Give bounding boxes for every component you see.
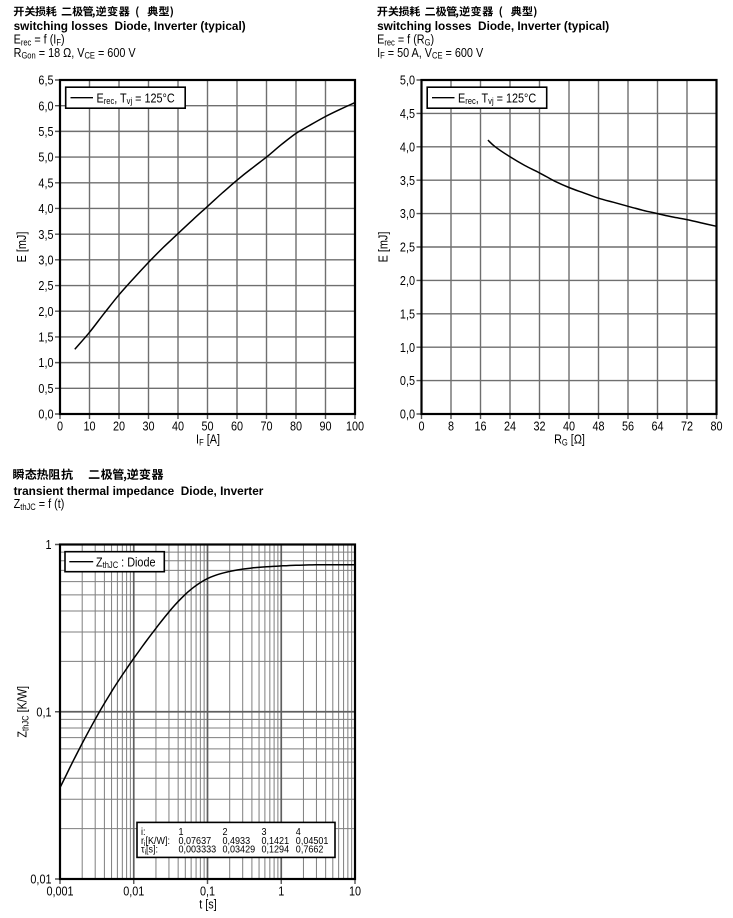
svg-text:50: 50 bbox=[201, 420, 213, 434]
svg-text:4,0: 4,0 bbox=[38, 202, 53, 216]
svg-text:0,01: 0,01 bbox=[123, 885, 144, 899]
svg-text:2,0: 2,0 bbox=[38, 305, 53, 319]
svg-text:3,0: 3,0 bbox=[38, 254, 53, 268]
svg-text:ZthJC = f (t): ZthJC = f (t) bbox=[14, 497, 65, 512]
svg-text:1: 1 bbox=[45, 538, 51, 552]
svg-text:ri[K/W]:: ri[K/W]: bbox=[141, 835, 170, 848]
svg-text:3,0: 3,0 bbox=[400, 207, 415, 221]
svg-text:5,0: 5,0 bbox=[400, 74, 415, 88]
svg-text:RGon = 18 Ω, VCE = 600 V: RGon = 18 Ω, VCE = 600 V bbox=[14, 46, 136, 61]
svg-text:1: 1 bbox=[278, 885, 284, 899]
svg-text:E [mJ]: E [mJ] bbox=[15, 232, 29, 263]
svg-text:2,5: 2,5 bbox=[38, 279, 53, 293]
svg-text:2,0: 2,0 bbox=[400, 274, 415, 288]
svg-text:56: 56 bbox=[622, 420, 634, 434]
svg-text:IF = 50 A, VCE = 600 V: IF = 50 A, VCE = 600 V bbox=[377, 46, 483, 61]
svg-text:4,5: 4,5 bbox=[400, 107, 415, 121]
svg-text:transient thermal impedance D: transient thermal impedance Diode, Inver… bbox=[14, 484, 264, 498]
svg-text:48: 48 bbox=[592, 420, 604, 434]
svg-text:0,1: 0,1 bbox=[200, 885, 215, 899]
svg-text:100: 100 bbox=[346, 420, 365, 434]
svg-text:0,5: 0,5 bbox=[400, 374, 415, 388]
svg-text:0,04501: 0,04501 bbox=[296, 835, 329, 847]
svg-text:32: 32 bbox=[533, 420, 545, 434]
svg-text:2,5: 2,5 bbox=[400, 241, 415, 255]
svg-text:0,4933: 0,4933 bbox=[223, 835, 251, 847]
svg-text:0,03429: 0,03429 bbox=[223, 844, 256, 856]
svg-text:1,5: 1,5 bbox=[38, 331, 53, 345]
svg-text:4: 4 bbox=[296, 826, 302, 838]
svg-text:0,1421: 0,1421 bbox=[262, 835, 290, 847]
svg-text:E [mJ]: E [mJ] bbox=[377, 232, 391, 263]
svg-text:0,1: 0,1 bbox=[36, 706, 51, 720]
svg-text:60: 60 bbox=[231, 420, 243, 434]
svg-text:1,0: 1,0 bbox=[38, 356, 53, 370]
svg-text:IF [A]: IF [A] bbox=[196, 433, 220, 448]
svg-text:τi[s]:: τi[s]: bbox=[141, 844, 158, 857]
svg-text:80: 80 bbox=[710, 420, 722, 434]
svg-text:3: 3 bbox=[262, 826, 268, 838]
svg-text:64: 64 bbox=[651, 420, 663, 434]
svg-text:40: 40 bbox=[563, 420, 575, 434]
svg-text:80: 80 bbox=[290, 420, 302, 434]
svg-text:10: 10 bbox=[349, 885, 361, 899]
svg-text:5,0: 5,0 bbox=[38, 151, 53, 165]
svg-text:5,5: 5,5 bbox=[38, 125, 53, 139]
svg-text:20: 20 bbox=[113, 420, 125, 434]
svg-text:0: 0 bbox=[57, 420, 63, 434]
svg-text:90: 90 bbox=[319, 420, 331, 434]
svg-text:0,01: 0,01 bbox=[30, 873, 51, 887]
svg-text:0,0: 0,0 bbox=[400, 408, 415, 422]
svg-text:RG [Ω]: RG [Ω] bbox=[554, 433, 585, 448]
svg-text:70: 70 bbox=[260, 420, 272, 434]
svg-text:i:: i: bbox=[141, 826, 146, 838]
svg-text:10: 10 bbox=[83, 420, 95, 434]
svg-text:0,7662: 0,7662 bbox=[296, 844, 324, 856]
svg-text:switching losses Diode, Inver: switching losses Diode, Inverter (typica… bbox=[14, 19, 246, 33]
svg-text:24: 24 bbox=[504, 420, 516, 434]
svg-text:0,003333: 0,003333 bbox=[179, 844, 217, 856]
svg-text:16: 16 bbox=[474, 420, 486, 434]
svg-text:0,0: 0,0 bbox=[38, 408, 53, 422]
svg-text:switching losses Diode, Inver: switching losses Diode, Inverter (typica… bbox=[377, 19, 609, 33]
svg-text:0,07637: 0,07637 bbox=[179, 835, 212, 847]
svg-text:4,5: 4,5 bbox=[38, 177, 53, 191]
svg-text:1,5: 1,5 bbox=[400, 308, 415, 322]
svg-text:0,1294: 0,1294 bbox=[262, 844, 290, 856]
svg-text:8: 8 bbox=[448, 420, 454, 434]
svg-text:ZthJC [K/W]: ZthJC [K/W] bbox=[16, 686, 31, 738]
svg-text:1,0: 1,0 bbox=[400, 341, 415, 355]
svg-text:Erec, Tvj = 125°C: Erec, Tvj = 125°C bbox=[97, 92, 176, 107]
svg-text:3,5: 3,5 bbox=[38, 228, 53, 242]
svg-text:0,001: 0,001 bbox=[46, 885, 73, 899]
svg-text:1: 1 bbox=[179, 826, 184, 838]
svg-text:2: 2 bbox=[223, 826, 228, 838]
svg-text:Erec, Tvj = 125°C: Erec, Tvj = 125°C bbox=[458, 92, 537, 107]
svg-text:0,5: 0,5 bbox=[38, 382, 53, 396]
svg-text:6,5: 6,5 bbox=[38, 74, 53, 88]
svg-text:0: 0 bbox=[418, 420, 424, 434]
svg-text:3,5: 3,5 bbox=[400, 174, 415, 188]
svg-text:4,0: 4,0 bbox=[400, 141, 415, 155]
svg-text:40: 40 bbox=[172, 420, 184, 434]
svg-text:t [s]: t [s] bbox=[199, 898, 216, 912]
svg-text:72: 72 bbox=[681, 420, 693, 434]
svg-text:6,0: 6,0 bbox=[38, 100, 53, 114]
svg-text:30: 30 bbox=[142, 420, 154, 434]
